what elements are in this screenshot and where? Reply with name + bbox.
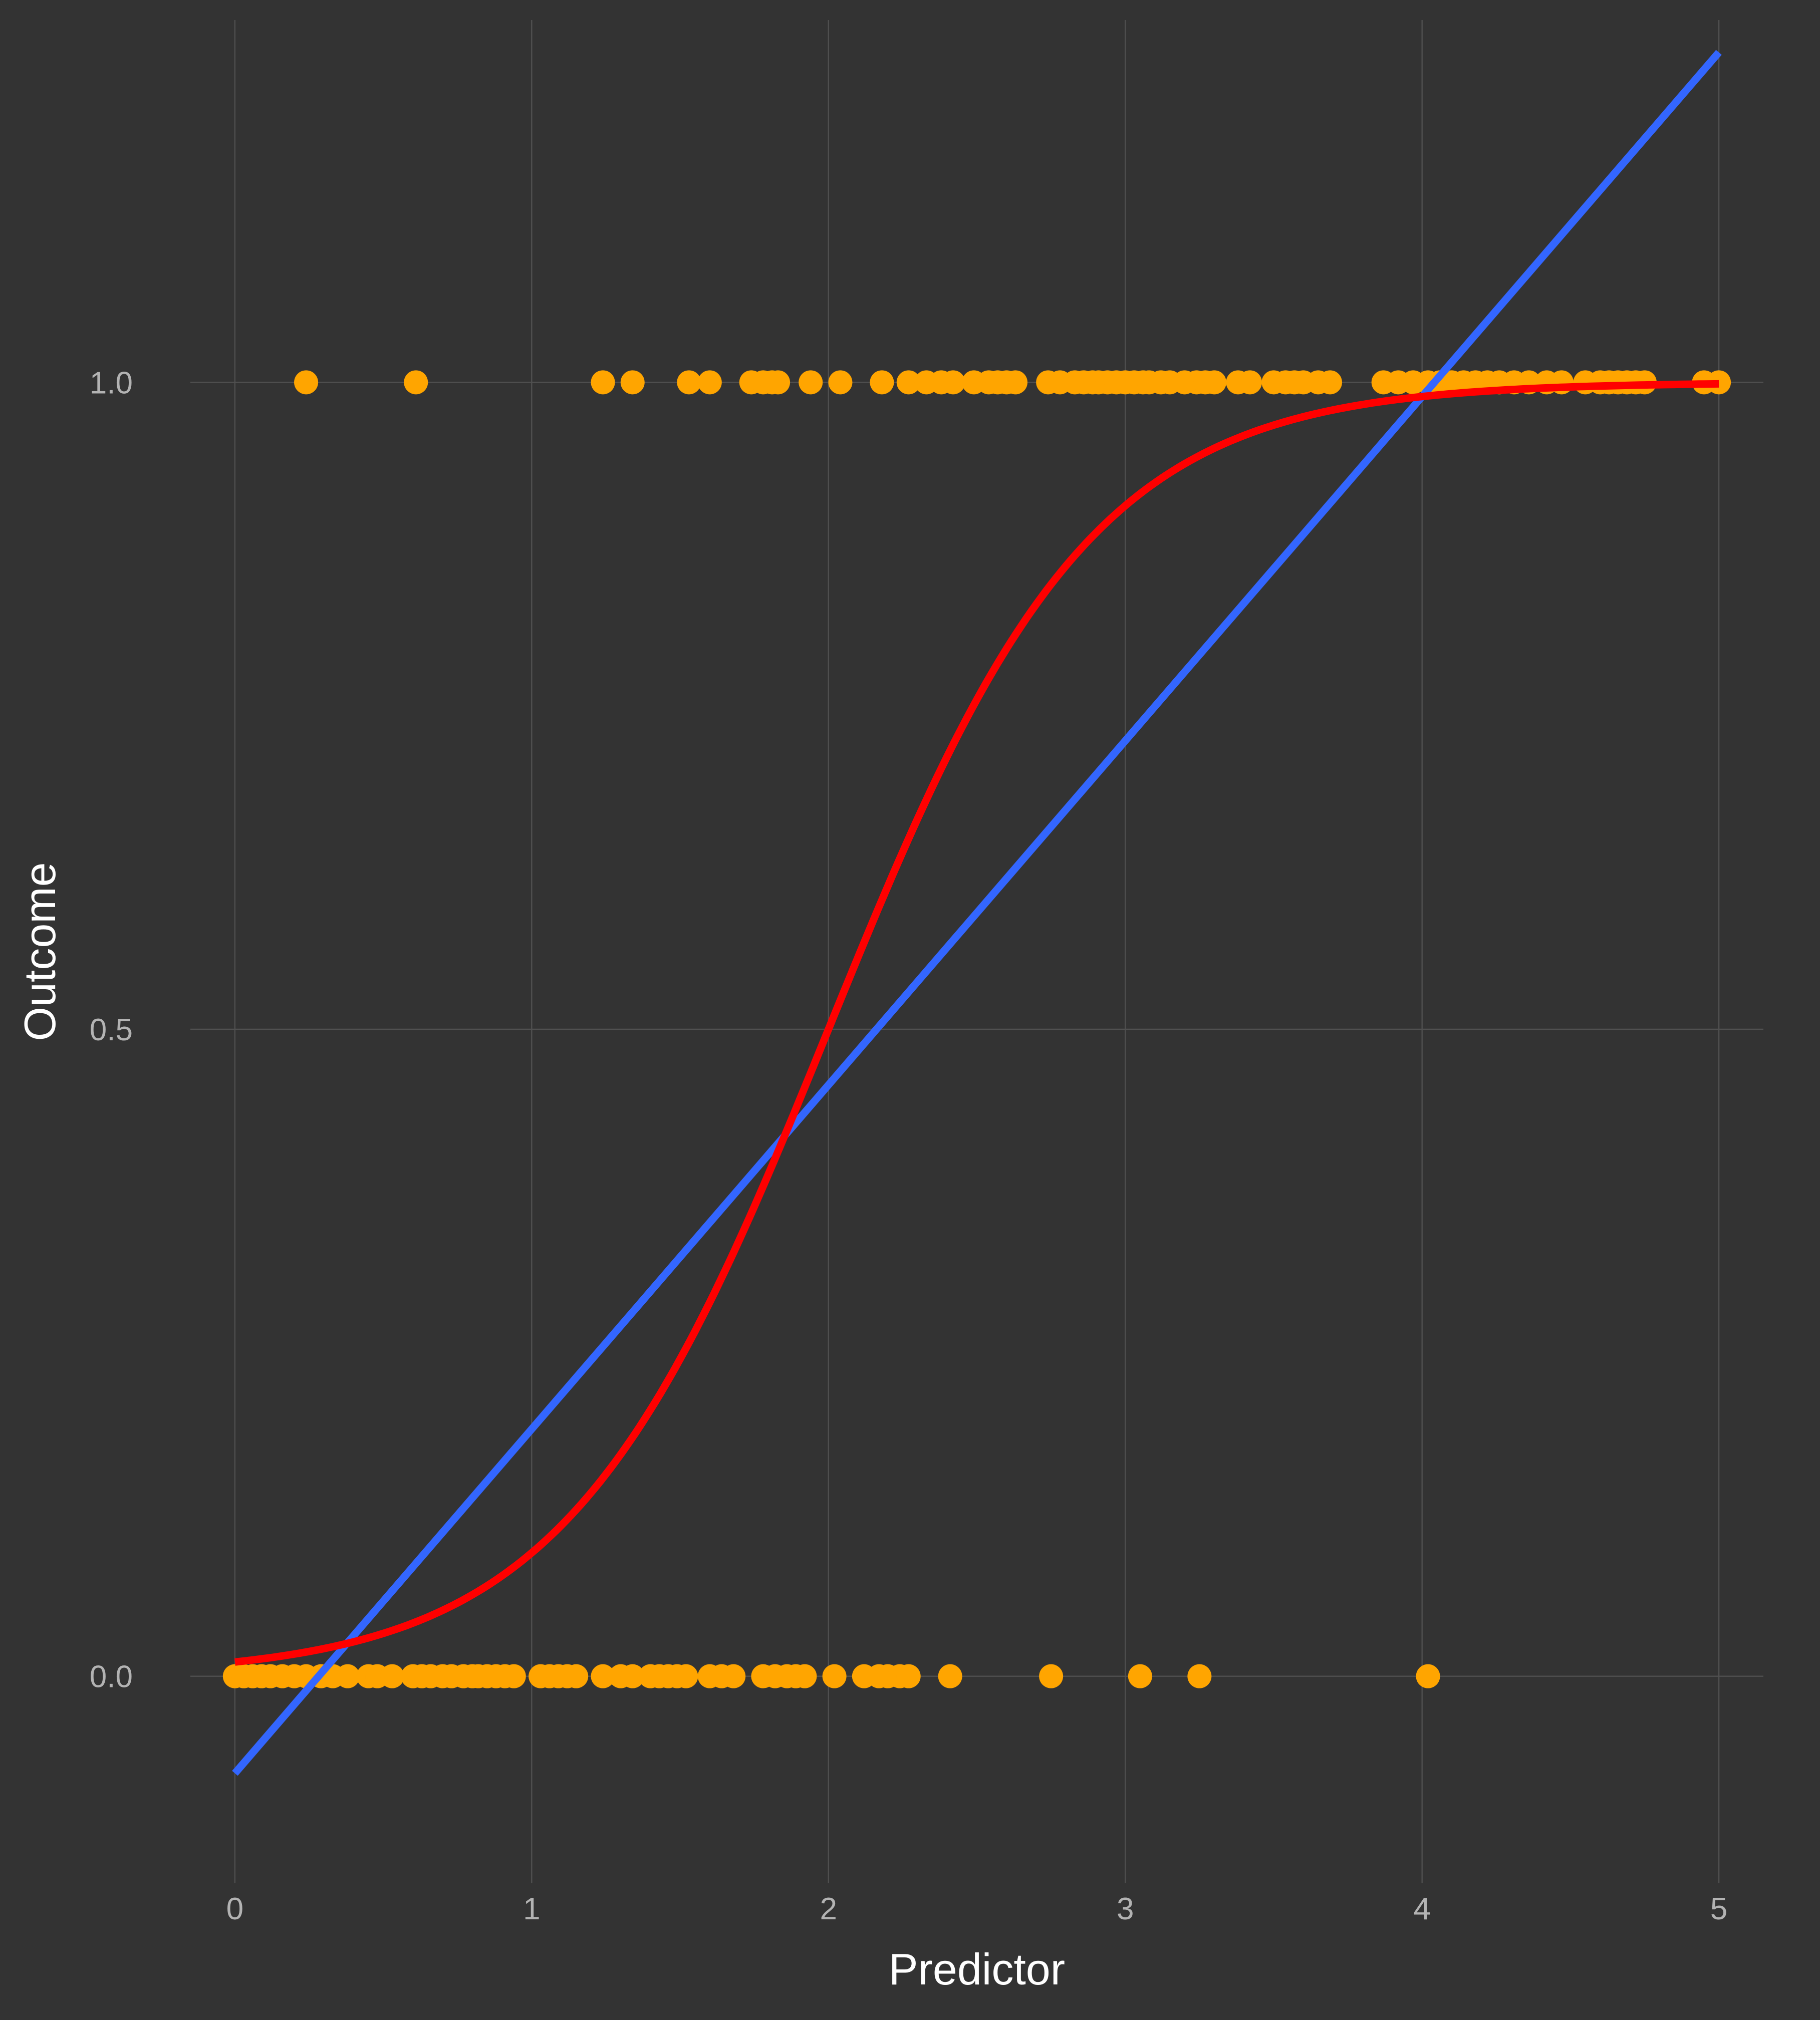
data-point xyxy=(1202,370,1226,395)
data-point xyxy=(828,370,853,395)
data-point xyxy=(591,1664,615,1688)
y-tick-label: 0.5 xyxy=(90,1013,133,1047)
data-point xyxy=(1187,1664,1212,1688)
x-tick-label: 1 xyxy=(523,1892,540,1926)
data-point xyxy=(1128,1664,1152,1688)
data-point xyxy=(938,1664,962,1688)
data-point xyxy=(620,370,645,395)
x-tick-label: 3 xyxy=(1117,1892,1134,1926)
data-point xyxy=(404,370,428,395)
data-point xyxy=(896,1664,921,1688)
x-tick-label: 4 xyxy=(1413,1892,1430,1926)
data-point xyxy=(501,1664,526,1688)
data-point xyxy=(674,1664,698,1688)
data-point xyxy=(677,370,701,395)
data-point xyxy=(564,1664,589,1688)
y-tick-label: 1.0 xyxy=(90,366,133,400)
y-tick-labels: 0.0 0.5 1.0 xyxy=(90,366,133,1694)
data-point xyxy=(896,370,921,395)
data-point xyxy=(766,370,791,395)
outcome-0-points xyxy=(222,1664,1440,1688)
data-point xyxy=(697,370,722,395)
linear-fit-line xyxy=(232,50,1722,1776)
data-point xyxy=(591,370,615,395)
data-point xyxy=(620,1664,645,1688)
data-point xyxy=(1039,1664,1064,1688)
data-point xyxy=(336,1664,360,1688)
x-tick-label: 5 xyxy=(1710,1892,1727,1926)
data-point xyxy=(793,1664,817,1688)
data-point xyxy=(870,370,894,395)
logistic-fit-curve xyxy=(234,380,1719,1666)
y-axis-title: Outcome xyxy=(15,862,65,1041)
x-tick-label: 2 xyxy=(820,1892,837,1926)
x-tick-label: 0 xyxy=(226,1892,243,1926)
data-point xyxy=(294,370,319,395)
x-tick-labels: 0 1 2 3 4 5 xyxy=(226,1892,1728,1926)
data-point xyxy=(380,1664,404,1688)
x-axis-title: Predictor xyxy=(889,1944,1065,1994)
data-point xyxy=(822,1664,847,1688)
data-point xyxy=(1318,370,1343,395)
data-point xyxy=(1238,370,1262,395)
data-point xyxy=(1707,370,1731,395)
data-point xyxy=(1003,370,1028,395)
data-point xyxy=(721,1664,746,1688)
data-point xyxy=(799,370,823,395)
y-tick-label: 0.0 xyxy=(90,1660,133,1694)
data-point xyxy=(941,370,965,395)
data-point xyxy=(1416,1664,1440,1688)
